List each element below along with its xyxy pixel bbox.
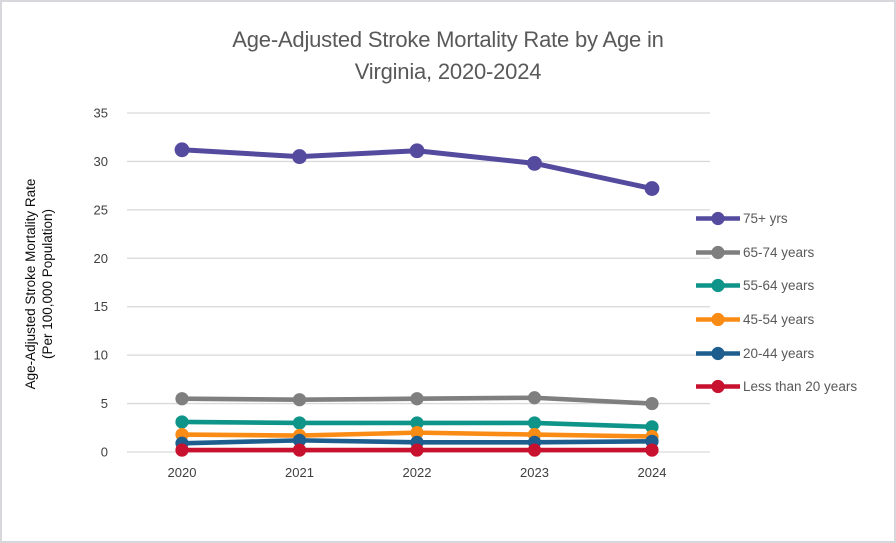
data-point-less-than-20-years-2024 bbox=[645, 443, 659, 457]
data-point-20-44-years-2021 bbox=[292, 433, 307, 447]
x-axis-label: 2024 bbox=[638, 465, 667, 480]
legend-label: 75+ yrs bbox=[743, 211, 788, 227]
y-tick-label: 35 bbox=[94, 106, 108, 121]
data-point-less-than-20-years-2021 bbox=[292, 443, 307, 457]
y-tick-label: 20 bbox=[94, 251, 108, 266]
legend-label: 65-74 years bbox=[743, 244, 815, 260]
chart-title-line2: Virginia, 2020-2024 bbox=[354, 59, 542, 84]
y-axis-title-line1: Age-Adjusted Stroke Mortality Rate bbox=[23, 178, 38, 390]
x-axis-label: 2023 bbox=[520, 465, 549, 480]
legend-marker-icon bbox=[696, 212, 740, 226]
data-point-less-than-20-years-2023 bbox=[527, 443, 542, 457]
data-point-75-yrs-2020 bbox=[174, 142, 190, 158]
y-tick-label: 10 bbox=[94, 348, 108, 363]
x-axis-label: 2022 bbox=[403, 465, 432, 480]
legend-marker-icon bbox=[696, 380, 740, 394]
y-tick-label: 5 bbox=[101, 396, 108, 411]
legend-item-45-54-years: 45-54 years bbox=[694, 303, 857, 337]
legend-item-75-yrs: 75+ yrs bbox=[694, 202, 857, 236]
x-axis-label: 2021 bbox=[285, 465, 314, 480]
data-point-75-yrs-2023 bbox=[527, 155, 542, 171]
data-point-75-yrs-2021 bbox=[292, 149, 307, 164]
data-point-75-yrs-2022 bbox=[409, 143, 425, 159]
legend-label: Less than 20 years bbox=[743, 379, 858, 395]
data-point-65-74-years-2024 bbox=[645, 396, 659, 411]
legend-marker-icon bbox=[696, 346, 740, 360]
y-tick-label: 0 bbox=[101, 445, 108, 460]
legend-label: 55-64 years bbox=[743, 278, 815, 294]
legend-item-65-74-years: 65-74 years bbox=[694, 236, 857, 270]
legend-label: 20-44 years bbox=[743, 345, 815, 361]
data-point-less-than-20-years-2020 bbox=[175, 443, 189, 457]
data-point-75-yrs-2024 bbox=[644, 181, 660, 196]
data-point-55-64-years-2024 bbox=[645, 420, 659, 434]
data-point-55-64-years-2023 bbox=[527, 416, 542, 430]
y-tick-label: 15 bbox=[94, 299, 108, 314]
legend: 75+ yrs 65-74 years 55-64 years 45-54 years… bbox=[694, 202, 857, 404]
legend-item-55-64-years: 55-64 years bbox=[694, 269, 857, 303]
chart-title-line1: Age-Adjusted Stroke Mortality Rate by Ag… bbox=[232, 27, 664, 52]
data-point-less-than-20-years-2022 bbox=[410, 443, 424, 457]
legend-label: 45-54 years bbox=[743, 312, 815, 328]
legend-marker-icon bbox=[696, 312, 740, 327]
legend-item-20-44-years: 20-44 years bbox=[694, 336, 857, 370]
data-point-55-64-years-2021 bbox=[292, 416, 307, 430]
data-point-55-64-years-2022 bbox=[410, 416, 424, 430]
data-point-65-74-years-2021 bbox=[292, 393, 307, 407]
y-axis-title: Age-Adjusted Stroke Mortality Rate (Per … bbox=[22, 179, 56, 390]
data-point-65-74-years-2023 bbox=[527, 391, 542, 405]
y-tick-label: 25 bbox=[94, 202, 108, 217]
legend-marker-icon bbox=[696, 245, 740, 259]
y-axis-title-line2: (Per 100,000 Population) bbox=[40, 208, 55, 360]
data-point-65-74-years-2020 bbox=[175, 392, 189, 406]
legend-marker-icon bbox=[696, 279, 740, 293]
x-axis-label: 2020 bbox=[168, 465, 197, 480]
chart-title: Age-Adjusted Stroke Mortality Rate by Ag… bbox=[2, 24, 894, 88]
legend-item-less-than-20-years: Less than 20 years bbox=[694, 370, 857, 404]
data-point-45-54-years-2022 bbox=[410, 426, 424, 440]
data-point-65-74-years-2022 bbox=[410, 392, 424, 406]
y-tick-label: 30 bbox=[94, 154, 108, 169]
data-point-55-64-years-2020 bbox=[175, 415, 189, 429]
